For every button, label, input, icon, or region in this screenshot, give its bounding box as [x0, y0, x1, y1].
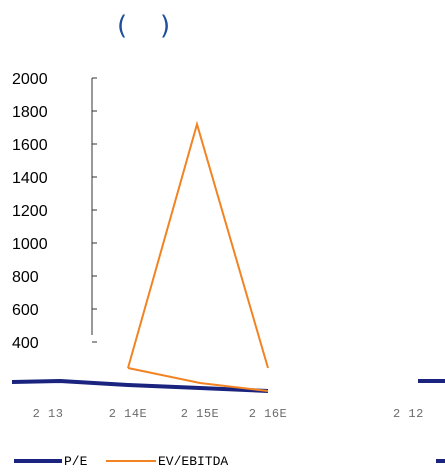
legend-label-ev-ebitda: EV/EBITDA	[158, 454, 228, 469]
y-tick-label: 1600	[12, 137, 48, 154]
y-axis-ticks: 2000 1800 1600 1400 1200 1000 800 600 400	[12, 71, 97, 352]
y-tick-label: 600	[12, 302, 39, 319]
x-tick-label: 2 16E	[249, 407, 288, 421]
series-line-ev-ebitda	[127, 120, 269, 369]
x-axis-ticks: 2 13 2 14E 2 15E 2 16E	[33, 407, 288, 421]
title-left-paren: (	[117, 11, 127, 41]
legend: P/E EV/EBITDA	[14, 454, 445, 469]
title-right-paren: )	[160, 11, 170, 41]
y-tick-label: 400	[12, 335, 39, 352]
y-tick-label: 2000	[12, 71, 48, 88]
y-tick-label: 1400	[12, 170, 48, 187]
x-tick-label: 2 13	[33, 407, 64, 421]
second-panel-x-tick: 2 12	[393, 407, 424, 421]
legend-label-pe: P/E	[64, 454, 88, 469]
y-tick-label: 1800	[12, 104, 48, 121]
y-tick-label: 800	[12, 269, 39, 286]
second-panel: 2 12	[393, 379, 445, 421]
y-tick-label: 1000	[12, 236, 48, 253]
x-tick-label: 2 15E	[181, 407, 220, 421]
y-tick-label: 1200	[12, 203, 48, 220]
series-layer	[11, 120, 269, 393]
x-tick-label: 2 14E	[109, 407, 148, 421]
